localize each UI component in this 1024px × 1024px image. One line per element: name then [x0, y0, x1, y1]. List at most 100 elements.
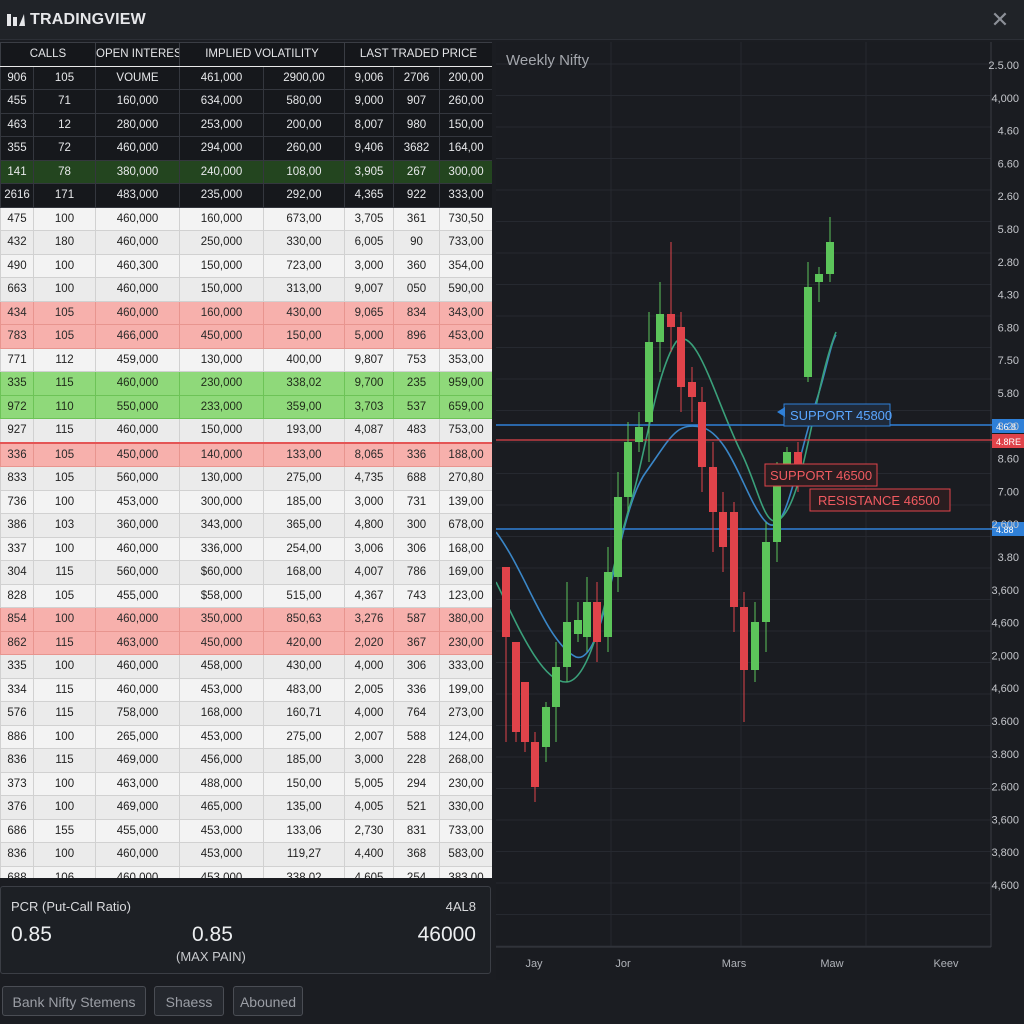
bank-nifty-button[interactable]: Bank Nifty Stemens: [2, 986, 146, 1016]
table-cell: 730,50: [439, 206, 492, 231]
table-row[interactable]: 972 110 550,000 233,000 359,00 3,703 537 659,00: [0, 394, 492, 419]
table-row[interactable]: 337 100 460,000 336,000 254,00 3,006 306 168,00: [0, 536, 492, 561]
table-cell: 453,000: [179, 818, 264, 843]
abouned-button[interactable]: Abouned: [233, 986, 303, 1016]
table-cell: 100: [33, 277, 96, 302]
table-row[interactable]: 886 100 265,000 453,000 275,00 2,007 588 124,00: [0, 724, 492, 749]
table-cell: 2,007: [344, 724, 395, 749]
table-cell: 105: [33, 466, 96, 491]
table-row[interactable]: 434 105 460,000 160,000 430,00 9,065 834 343,00: [0, 300, 492, 325]
table-cell: 753,00: [439, 418, 492, 443]
table-row[interactable]: 463 12 280,000 253,000 200,00 8,007 980 150,00: [0, 112, 492, 137]
price-tag: [992, 434, 1024, 448]
table-row[interactable]: 736 100 453,000 300,000 185,00 3,000 731 139,00: [0, 489, 492, 514]
table-row[interactable]: 336 105 450,000 140,000 133,00 8,065 336 188,00: [0, 441, 492, 467]
table-cell: 432: [0, 230, 34, 255]
table-row[interactable]: 334 115 460,000 453,000 483,00 2,005 336 199,00: [0, 677, 492, 702]
table-row[interactable]: 335 100 460,000 458,000 430,00 4,000 306 333,00: [0, 654, 492, 679]
table-cell: 105: [33, 583, 96, 608]
table-cell: 4,367: [344, 583, 395, 608]
table-row[interactable]: 490 100 460,300 150,000 723,00 3,000 360 354,00: [0, 253, 492, 278]
table-row[interactable]: 836 115 469,000 456,000 185,00 3,000 228 268,00: [0, 748, 492, 773]
candlestick-chart[interactable]: 4.6.8 4.8RE 4.88 SUPPORT 45800 SUPPORT 4650…: [495, 42, 1024, 980]
table-cell: 576: [0, 701, 34, 726]
y-tick-label: 6.60: [998, 158, 1019, 170]
table-cell: 733,00: [439, 818, 492, 843]
table-row[interactable]: 771 112 459,000 130,000 400,00 9,807 753 353,00: [0, 347, 492, 372]
chart-panel[interactable]: 4.6.8 4.8RE 4.88 SUPPORT 45800 SUPPORT 4650…: [495, 42, 1024, 980]
table-cell: 333,00: [439, 654, 492, 679]
tradingview-logo-icon: [7, 14, 25, 26]
table-cell: 275,00: [262, 724, 346, 749]
table-row[interactable]: 455 71 160,000 634,000 580,00 9,000 907 260,00: [0, 89, 492, 114]
header-implied-volatility[interactable]: IMPLIED VOLATILITY: [178, 42, 346, 67]
table-row[interactable]: 355 72 460,000 294,000 260,00 9,406 3682 164,00: [0, 136, 492, 161]
table-row[interactable]: 833 105 560,000 130,000 275,00 4,735 688 270,80: [0, 466, 492, 491]
table-cell: 110: [33, 394, 96, 419]
table-cell: 678,00: [439, 513, 492, 538]
table-row[interactable]: 576 115 758,000 168,000 160,71 4,000 764 273,00: [0, 701, 492, 726]
header-open-interest[interactable]: OPEN INTEREST: [95, 42, 180, 67]
candle-body: [645, 342, 653, 422]
table-cell: 659,00: [439, 394, 492, 419]
table-row[interactable]: 783 105 466,000 450,000 150,00 5,000 896 453,00: [0, 324, 492, 349]
table-row[interactable]: 373 100 463,000 488,000 150,00 5,005 294 230,00: [0, 771, 492, 796]
table-cell: 160,000: [95, 89, 180, 114]
table-cell: 430,00: [262, 300, 346, 325]
y-tick-label: 3.20: [998, 421, 1019, 433]
table-cell: 100: [33, 724, 96, 749]
table-row[interactable]: 828 105 455,000 $58,000 515,00 4,367 743 123,00: [0, 583, 492, 608]
x-tick-label: Jay: [525, 958, 543, 970]
table-row[interactable]: 2616 171 483,000 235,000 292,00 4,365 922 333,0…: [0, 183, 492, 208]
table-cell: 78: [33, 159, 96, 184]
table-row[interactable]: 432 180 460,000 250,000 330,00 6,005 90 733,00: [0, 230, 492, 255]
table-row[interactable]: 927 115 460,000 150,000 193,00 4,087 483 753,00: [0, 418, 492, 443]
table-cell: 590,00: [439, 277, 492, 302]
table-cell: 103: [33, 513, 96, 538]
table-row[interactable]: 854 100 460,000 350,000 850,63 3,276 587 380,00: [0, 607, 492, 632]
table-row[interactable]: 688 106 460,000 453,000 338,02 4,605 254 383,00: [0, 865, 492, 878]
table-cell: 354,00: [439, 253, 492, 278]
x-axis: Jay Jor Mars Maw Keev: [525, 958, 959, 970]
table-cell: 3,705: [344, 206, 395, 231]
support-2-annotation-box[interactable]: [764, 463, 878, 487]
candle-body: [502, 567, 510, 637]
table-cell: 380,000: [95, 159, 180, 184]
header-last-traded-price[interactable]: LAST TRADED PRICE: [344, 42, 492, 67]
table-row[interactable]: 862 115 463,000 450,000 420,00 2,020 367 230,00: [0, 630, 492, 655]
table-row[interactable]: 304 115 560,000 $60,000 168,00 4,007 786 169,00: [0, 560, 492, 585]
support-arrow-icon: [777, 407, 785, 417]
table-cell: 2706: [393, 65, 441, 90]
table-cell: 456,000: [179, 748, 264, 773]
table-row[interactable]: 386 103 360,000 343,000 365,00 4,800 300 678,00: [0, 513, 492, 538]
shares-button[interactable]: Shaess: [154, 986, 224, 1016]
table-row[interactable]: 906 105 VOUME 461,000 2900,00 9,006 2706 200,00: [0, 65, 492, 90]
x-tick-label: Maw: [820, 958, 843, 970]
table-cell: 460,000: [95, 654, 180, 679]
table-cell: 907: [393, 89, 441, 114]
table-cell: 896: [393, 324, 441, 349]
table-cell: 368: [393, 842, 441, 867]
table-row[interactable]: 335 115 460,000 230,000 338,02 9,700 235 959,00: [0, 371, 492, 396]
table-row[interactable]: 376 100 469,000 465,000 135,00 4,005 521 330,00: [0, 795, 492, 820]
y-tick-label: 3,600: [991, 585, 1019, 597]
table-row[interactable]: 141 78 380,000 240,000 108,00 3,905 267 300,00: [0, 159, 492, 184]
table-cell: 460,000: [95, 418, 180, 443]
table-cell: 460,000: [95, 206, 180, 231]
resistance-annotation-box[interactable]: [809, 488, 951, 512]
table-cell: 273,00: [439, 701, 492, 726]
y-tick-label: 7.50: [998, 355, 1019, 367]
table-cell: 688: [0, 865, 34, 878]
header-calls[interactable]: CALLS: [0, 42, 96, 67]
candle-body: [542, 707, 550, 747]
table-row[interactable]: 663 100 460,000 150,000 313,00 9,007 050 590,00: [0, 277, 492, 302]
close-icon[interactable]: ✕: [990, 7, 1010, 32]
table-row[interactable]: 836 100 460,000 453,000 119,27 4,400 368 583,00: [0, 842, 492, 867]
table-cell: 922: [393, 183, 441, 208]
table-row[interactable]: 475 100 460,000 160,000 673,00 3,705 361 730,50: [0, 206, 492, 231]
table-cell: 334: [0, 677, 34, 702]
table-cell: 460,000: [95, 842, 180, 867]
table-cell: 270,80: [439, 466, 492, 491]
table-row[interactable]: 686 155 455,000 453,000 133,06 2,730 831 733,00: [0, 818, 492, 843]
table-cell: 460,300: [95, 253, 180, 278]
